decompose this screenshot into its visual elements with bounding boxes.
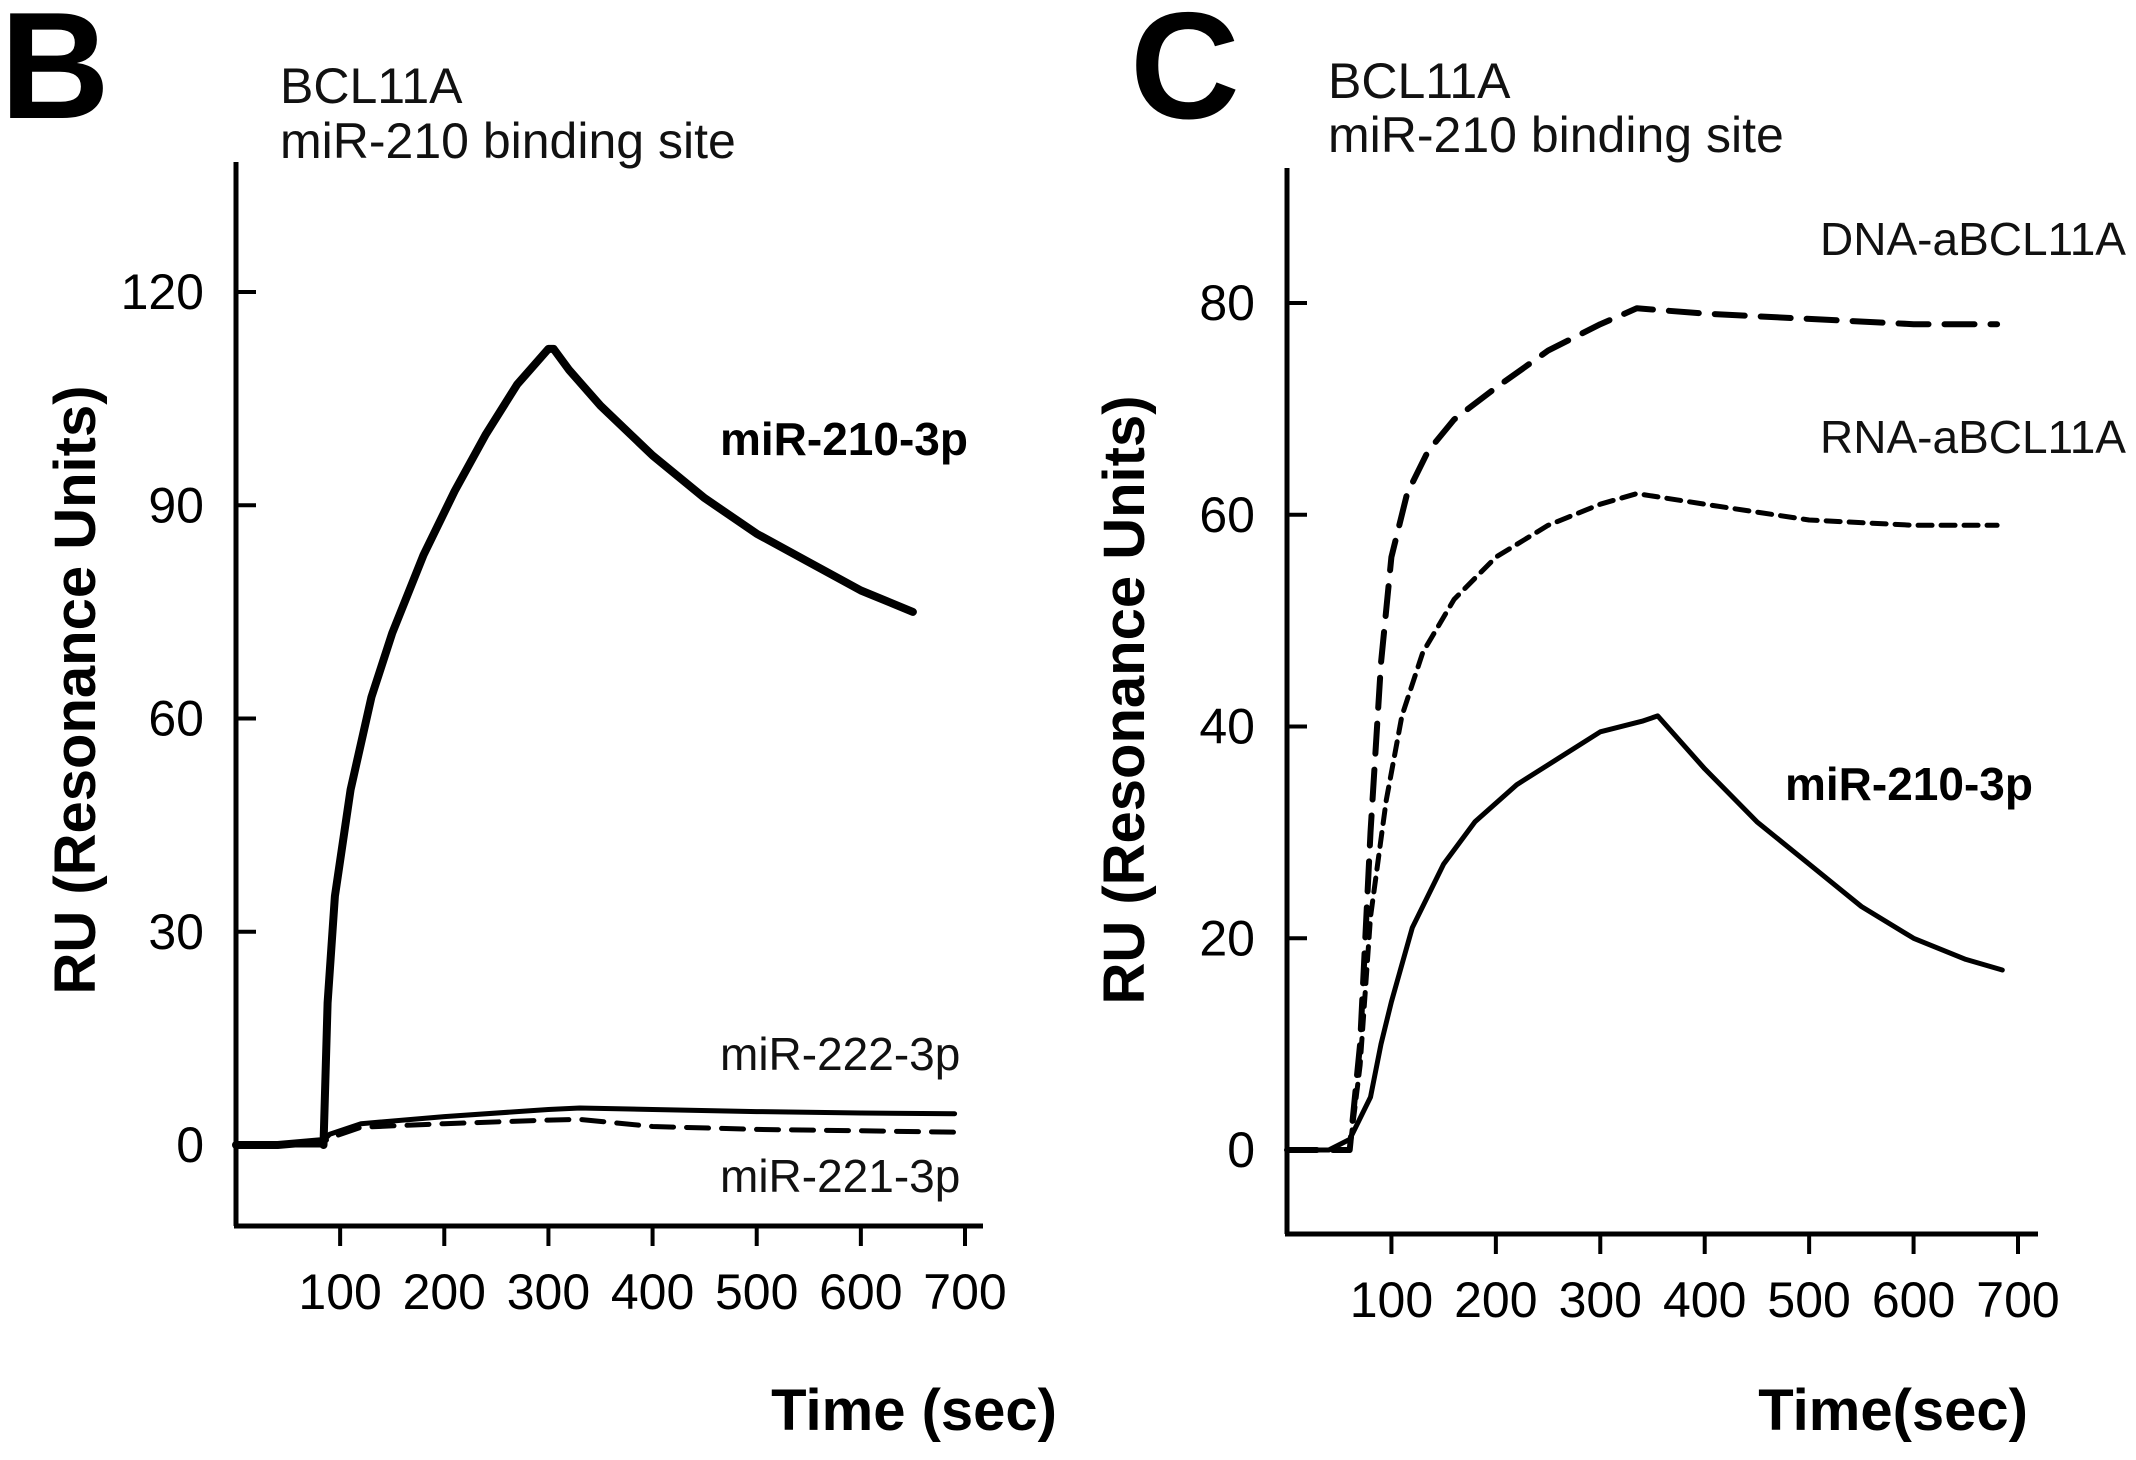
panel-c-title: BCL11A [1328,53,1511,109]
panel-c-label-rna-abcl11a: RNA-aBCL11A [1820,411,2126,463]
panel-b-xtick-label-700: 700 [923,1264,1006,1320]
panel-b-ytick-label-0: 0 [176,1117,204,1173]
panel-c-letter: C [1130,0,1240,151]
panel-b-xtick-label-500: 500 [715,1264,798,1320]
panel-c-xtick-label-300: 300 [1559,1272,1642,1328]
panel-c-xtick-label-400: 400 [1663,1272,1746,1328]
panel-c-xtick-label-100: 100 [1350,1272,1433,1328]
panel-c-subtitle: miR-210 binding site [1328,107,1784,163]
panel-b-ticks: 100 200 300 400 500 600 700 0 30 60 90 120 [121,264,1007,1320]
panel-b-label-mir-210-3p: miR-210-3p [720,413,968,465]
panel-b-line-mir-221-3p [233,1116,958,1148]
panel-c-xlabel: Time(sec) [1758,1378,2028,1443]
panel-c-ytick-label-40: 40 [1199,699,1255,755]
panel-c-ytick-label-0: 0 [1227,1122,1255,1178]
panel-b-xlabel: Time (sec) [771,1378,1057,1443]
panel-b-line-mir-222-3p [233,1105,958,1148]
panel-b-xtick-label-100: 100 [298,1264,381,1320]
panel-b-xtick-label-200: 200 [403,1264,486,1320]
panel-c-xtick-label-700: 700 [1976,1272,2059,1328]
panel-b-subtitle: miR-210 binding site [280,113,736,169]
panel-b-xtick-label-300: 300 [507,1264,590,1320]
panel-b-label-mir-221-3p: miR-221-3p [720,1150,960,1202]
panel-b-ytick-label-60: 60 [148,691,204,747]
panel-b-chart: B BCL11A miR-210 binding site RU (Resona… [0,0,1057,1443]
panel-c-ticks: 100 200 300 400 500 600 700 0 20 40 60 80 [1199,275,2059,1328]
panel-b-ytick-label-90: 90 [148,477,204,533]
panel-b-ylabel: RU (Resonance Units) [43,385,108,994]
panel-c-line-rna-abcl11a [1284,491,2000,1153]
panel-b-letter: B [0,0,110,151]
panel-b-ytick-label-30: 30 [148,904,204,960]
panel-b-xtick-label-400: 400 [611,1264,694,1320]
panel-c-xtick-label-600: 600 [1872,1272,1955,1328]
panel-c-ytick-label-80: 80 [1199,275,1255,331]
panel-c-line-mir-210-3p [1284,713,2005,1153]
panel-c-ytick-label-60: 60 [1199,487,1255,543]
panel-c-xtick-label-200: 200 [1454,1272,1537,1328]
panel-b-line-mir-210-3p [232,344,917,1149]
panel-b-series [232,344,958,1149]
panel-c-xtick-label-500: 500 [1767,1272,1850,1328]
panel-b-xtick-label-600: 600 [819,1264,902,1320]
panel-c-ylabel: RU (Resonance Units) [1092,395,1157,1004]
panel-c-chart: C BCL11A miR-210 binding site RU (Resona… [1092,0,2126,1443]
panel-b-ytick-label-120: 120 [121,264,204,320]
panel-c-label-mir-210-3p: miR-210-3p [1785,758,2033,810]
panel-c-ytick-label-20: 20 [1199,910,1255,966]
panel-c-series [1284,305,2005,1153]
panel-b-label-mir-222-3p: miR-222-3p [720,1028,960,1080]
panel-b-title: BCL11A [280,58,463,114]
panel-c-label-dna-abcl11a: DNA-aBCL11A [1820,213,2126,265]
